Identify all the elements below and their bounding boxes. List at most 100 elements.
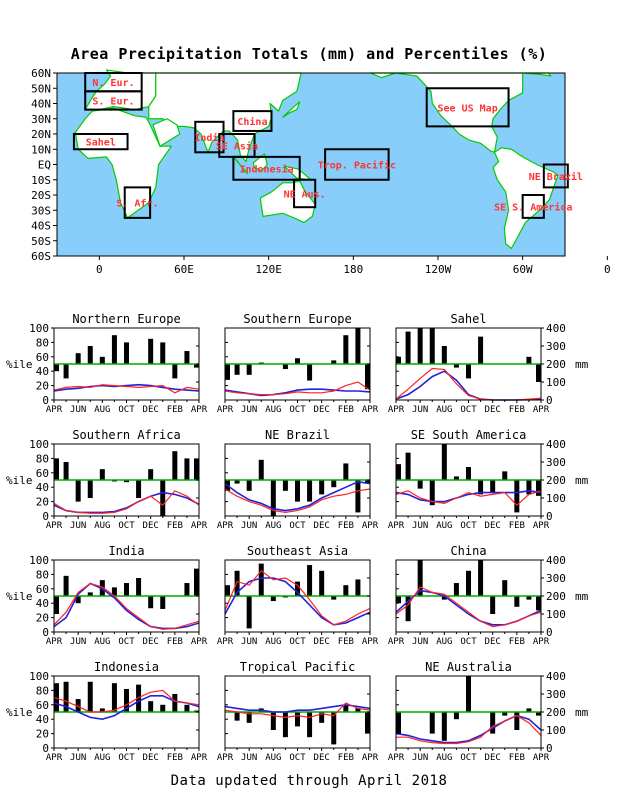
percentile-bar bbox=[307, 712, 313, 738]
lat-label: 10N bbox=[31, 143, 51, 156]
percentile-bar bbox=[246, 596, 252, 629]
pct-tick-label: 20 bbox=[36, 380, 49, 393]
percentile-bar bbox=[365, 364, 370, 390]
percentile-bar bbox=[490, 712, 496, 734]
pct-tick-label: 20 bbox=[36, 728, 49, 741]
mm-axis-label: mm bbox=[575, 474, 589, 487]
landmass-5 bbox=[232, 156, 249, 175]
x-tick-label: DEC bbox=[485, 753, 501, 763]
percentile-bar bbox=[111, 683, 117, 712]
percentile-bar bbox=[172, 694, 178, 712]
percentile-bar bbox=[136, 480, 142, 498]
mm-tick-label: 100 bbox=[546, 608, 566, 621]
x-tick-label: AUG bbox=[94, 637, 110, 647]
mm-axis-label: mm bbox=[575, 358, 589, 371]
percentile-bar bbox=[124, 583, 129, 596]
x-tick-label: OCT bbox=[289, 521, 306, 531]
percentile-bar bbox=[99, 708, 105, 712]
pct-tick-label: 40 bbox=[36, 597, 49, 610]
mm-tick-label: 0 bbox=[546, 626, 553, 639]
percentile-bar bbox=[365, 480, 370, 484]
x-tick-label: APR bbox=[191, 521, 208, 531]
x-tick-label: OCT bbox=[118, 405, 135, 415]
x-tick-label: JUN bbox=[241, 521, 257, 531]
x-tick-label: OCT bbox=[460, 521, 477, 531]
percentile-bar bbox=[441, 444, 447, 480]
pct-tick-label: 0 bbox=[42, 510, 49, 523]
percentile-bar bbox=[429, 712, 435, 734]
chart-title: Tropical Pacific bbox=[240, 660, 356, 674]
mm-tick-label: 100 bbox=[546, 724, 566, 737]
mm-tick-label: 300 bbox=[546, 456, 566, 469]
lon-label: 120E bbox=[255, 263, 282, 276]
x-tick-label: AUG bbox=[436, 521, 452, 531]
percentile-bar bbox=[396, 356, 401, 364]
region-label: Sahel bbox=[86, 138, 116, 149]
lat-label: EQ bbox=[38, 159, 51, 172]
x-tick-label: AUG bbox=[265, 405, 281, 415]
x-tick-label: APR bbox=[217, 753, 234, 763]
x-tick-label: FEB bbox=[509, 637, 525, 647]
percentile-bar bbox=[225, 364, 230, 380]
x-tick-label: DEC bbox=[314, 405, 330, 415]
x-tick-label: APR bbox=[191, 637, 208, 647]
x-tick-label: APR bbox=[46, 521, 63, 531]
x-tick-label: FEB bbox=[509, 753, 525, 763]
percentile-bar bbox=[63, 681, 69, 712]
percentile-bar bbox=[246, 364, 252, 375]
pct-tick-label: 80 bbox=[36, 684, 49, 697]
percentile-bar bbox=[225, 585, 230, 596]
percentile-bar bbox=[54, 364, 59, 372]
percentile-bar bbox=[331, 596, 337, 600]
percentile-bar bbox=[160, 596, 166, 609]
pct-tick-label: 0 bbox=[42, 626, 49, 639]
percentile-bar bbox=[405, 596, 411, 622]
pct-tick-label: 80 bbox=[36, 568, 49, 581]
percentile-bar bbox=[319, 480, 325, 495]
landmass-6 bbox=[252, 153, 268, 172]
region-box bbox=[232, 110, 273, 132]
x-tick-label: FEB bbox=[338, 637, 354, 647]
x-tick-label: DEC bbox=[143, 753, 159, 763]
chart-title: Sahel bbox=[450, 312, 486, 326]
x-tick-label: AUG bbox=[436, 637, 452, 647]
percentile-bar bbox=[184, 351, 190, 364]
x-tick-label: FEB bbox=[509, 521, 525, 531]
mm-tick-label: 200 bbox=[546, 590, 566, 603]
percentile-bar bbox=[270, 480, 276, 516]
mm-tick-label: 200 bbox=[546, 358, 566, 371]
x-tick-label: JUN bbox=[70, 405, 86, 415]
pct-tick-label: 60 bbox=[36, 351, 49, 364]
region-box bbox=[521, 194, 545, 219]
region-label: China bbox=[237, 116, 267, 128]
pct-axis-label: %ile bbox=[6, 358, 33, 371]
x-tick-label: APR bbox=[362, 753, 379, 763]
mm-tick-label: 300 bbox=[546, 340, 566, 353]
x-tick-label: DEC bbox=[485, 637, 501, 647]
percentile-bar bbox=[453, 583, 459, 596]
x-tick-label: OCT bbox=[118, 753, 135, 763]
x-tick-label: APR bbox=[217, 405, 234, 415]
x-tick-label: JUN bbox=[412, 405, 428, 415]
x-tick-label: OCT bbox=[460, 405, 477, 415]
region-label: Indonesia bbox=[239, 163, 293, 175]
lon-label: 120W bbox=[425, 263, 452, 276]
x-tick-label: APR bbox=[46, 405, 63, 415]
lat-label: 30N bbox=[31, 113, 51, 126]
total-mm-line bbox=[224, 702, 371, 719]
pct-tick-label: 100 bbox=[29, 554, 49, 567]
chart-panel: NE Brazil APR JUN AUG OCT DEC FEB APR bbox=[217, 428, 379, 531]
x-tick-label: FEB bbox=[338, 753, 354, 763]
x-tick-label: AUG bbox=[265, 637, 281, 647]
region-box bbox=[425, 87, 510, 128]
pct-tick-label: 0 bbox=[42, 394, 49, 407]
lat-label: 30S bbox=[31, 204, 51, 217]
x-tick-label: DEC bbox=[314, 753, 330, 763]
percentile-bar bbox=[514, 596, 520, 607]
x-tick-label: FEB bbox=[167, 637, 183, 647]
x-tick-label: AUG bbox=[265, 753, 281, 763]
lat-label: 50S bbox=[31, 235, 51, 248]
